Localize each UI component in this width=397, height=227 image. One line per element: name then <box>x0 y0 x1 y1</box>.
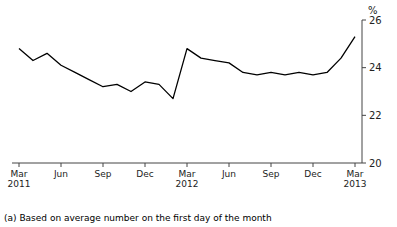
x-tick-label: Dec <box>136 169 153 179</box>
x-tick <box>313 163 314 167</box>
y-tick <box>362 67 366 68</box>
y-axis-label: % <box>368 5 378 16</box>
x-tick <box>145 163 146 167</box>
x-tick-label: Mar2013 <box>344 169 367 189</box>
x-tick-label: Dec <box>304 169 321 179</box>
x-tick-label-line: Sep <box>263 169 280 179</box>
x-tick-label: Jun <box>221 169 236 179</box>
x-tick-label: Jun <box>53 169 68 179</box>
x-tick-label: Sep <box>263 169 280 179</box>
x-tick-label-line: Jun <box>221 169 236 179</box>
x-tick-label: Mar2011 <box>8 169 31 189</box>
x-tick-label-line: Sep <box>95 169 112 179</box>
y-tick-label: 26 <box>369 15 382 26</box>
x-tick-label-line: Dec <box>136 169 153 179</box>
y-axis <box>362 20 363 163</box>
x-tick-label-line: Mar <box>11 169 28 179</box>
plot-area <box>19 37 355 99</box>
x-tick-label: Sep <box>95 169 112 179</box>
y-tick <box>362 115 366 116</box>
x-tick <box>103 163 104 167</box>
footnote: (a) Based on average number on the first… <box>4 213 272 223</box>
x-tick <box>187 163 188 167</box>
y-tick-label: 24 <box>369 62 382 73</box>
x-tick <box>19 163 20 167</box>
x-tick <box>61 163 62 167</box>
x-tick-label: Mar2012 <box>176 169 199 189</box>
y-tick-label: 22 <box>369 110 382 121</box>
y-tick-label: 20 <box>369 158 382 169</box>
data-line <box>19 37 355 99</box>
x-tick-label-line: Mar <box>179 169 196 179</box>
x-tick <box>355 163 356 167</box>
x-tick-label-line: 2013 <box>344 179 367 189</box>
x-tick <box>271 163 272 167</box>
chart: 20222426%Mar2011JunSepDecMar2012JunSepDe… <box>0 0 397 227</box>
y-tick <box>362 20 366 21</box>
x-tick-label-line: 2011 <box>8 179 31 189</box>
x-tick-label-line: Dec <box>304 169 321 179</box>
y-tick <box>362 163 366 164</box>
x-tick <box>229 163 230 167</box>
x-tick-label-line: Jun <box>53 169 68 179</box>
x-tick-label-line: 2012 <box>176 179 199 189</box>
x-tick-label-line: Mar <box>347 169 364 179</box>
